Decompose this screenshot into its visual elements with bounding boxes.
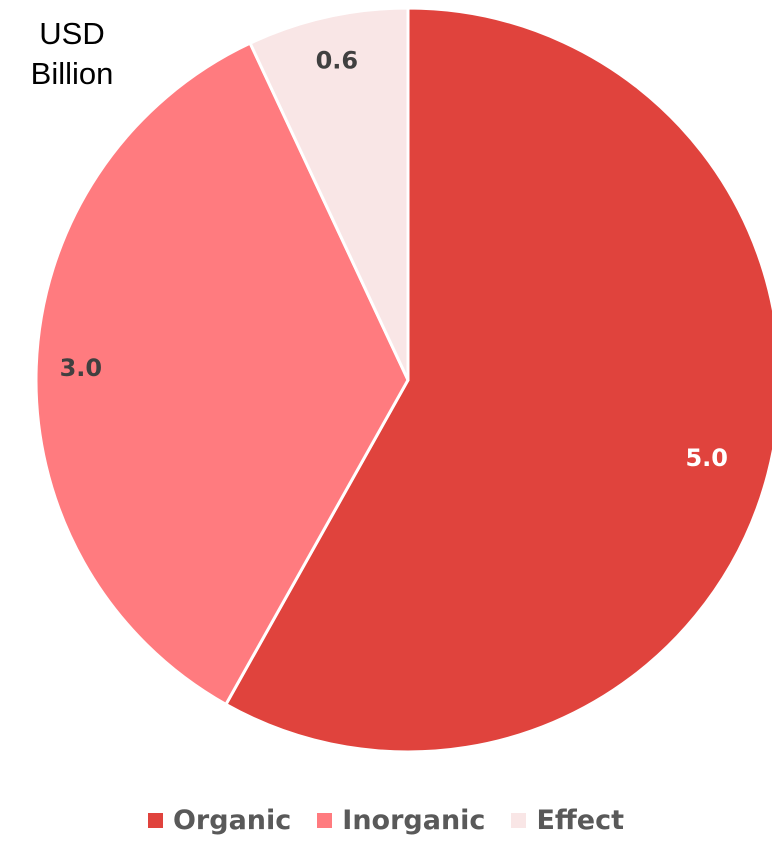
legend: Organic Inorganic Effect xyxy=(0,795,772,845)
pie-slice-organic xyxy=(224,6,772,754)
legend-item-organic: Organic xyxy=(147,804,292,836)
pie-slice-effect xyxy=(248,6,410,382)
legend-swatch-effect xyxy=(511,812,527,828)
legend-swatch-organic xyxy=(147,812,163,828)
unit-label: USD Billion xyxy=(18,14,126,94)
legend-swatch-inorganic xyxy=(317,812,333,828)
legend-label-inorganic: Inorganic xyxy=(342,804,486,836)
legend-item-inorganic: Inorganic xyxy=(317,805,485,836)
pie-slice-inorganic xyxy=(34,41,410,706)
legend-item-effect: Effect xyxy=(511,805,624,836)
legend-label-organic: Organic xyxy=(172,804,292,836)
slice-label-organic: 5.0 xyxy=(685,444,728,472)
unit-label-line-2: Billion xyxy=(30,56,114,91)
slice-label-inorganic: 3.0 xyxy=(60,354,103,382)
unit-label-line-1: USD xyxy=(39,16,105,51)
slice-label-effect: 0.6 xyxy=(316,46,359,74)
legend-label-effect: Effect xyxy=(536,804,624,836)
